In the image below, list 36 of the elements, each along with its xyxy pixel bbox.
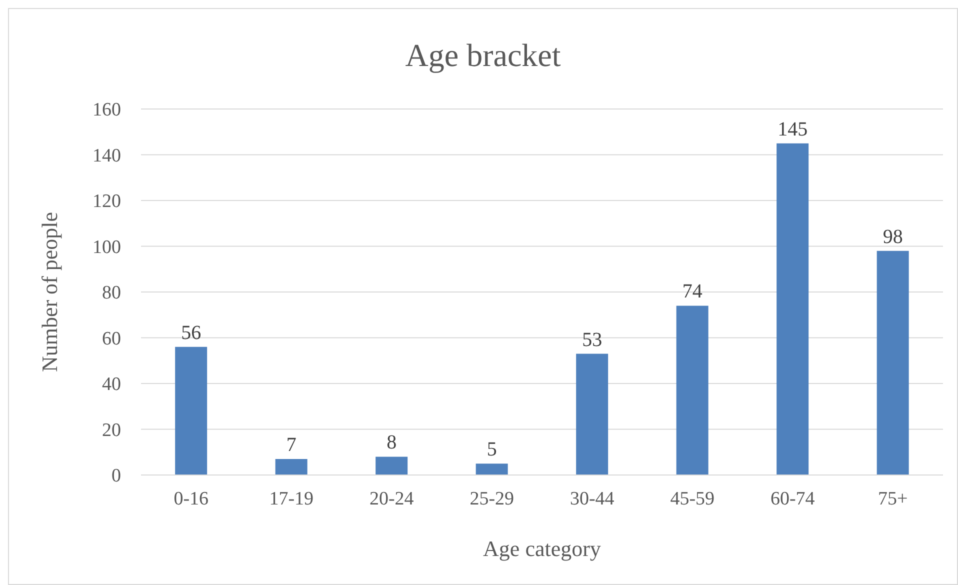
data-label: 8 — [386, 432, 397, 454]
x-tick-label: 17-19 — [269, 488, 314, 510]
bar — [776, 143, 809, 475]
data-label: 145 — [778, 118, 808, 140]
x-tick-label: 30-44 — [570, 488, 615, 510]
x-tick-label: 60-74 — [770, 488, 816, 510]
data-label: 7 — [286, 434, 296, 456]
data-label: 56 — [181, 322, 202, 344]
x-tick-label: 20-24 — [369, 488, 414, 510]
y-tick-label: 120 — [92, 191, 121, 212]
y-tick-label: 60 — [102, 328, 121, 350]
data-label: 98 — [882, 226, 903, 248]
y-axis-title: Number of people — [36, 212, 62, 372]
bar — [676, 306, 708, 475]
y-tick-label: 0 — [112, 466, 121, 487]
x-tick-label: 45-59 — [670, 488, 715, 510]
y-tick-label: 80 — [102, 282, 121, 304]
chart-title: Age bracket — [404, 37, 562, 74]
bar — [175, 346, 208, 475]
x-tick-label: 25-29 — [470, 488, 514, 510]
bar — [476, 464, 508, 475]
data-label: 53 — [582, 328, 602, 351]
data-label: 74 — [682, 280, 702, 303]
x-tick-label: 0-16 — [174, 488, 209, 510]
y-tick-label: 100 — [92, 236, 121, 258]
x-axis-title: Age category — [483, 536, 601, 561]
y-tick-label: 40 — [102, 374, 121, 396]
x-tick-label: 75+ — [878, 488, 908, 510]
bar — [576, 354, 608, 475]
y-tick-label: 140 — [92, 145, 121, 166]
y-tick-label: 160 — [92, 100, 121, 121]
bar — [275, 458, 308, 475]
data-label: 5 — [486, 438, 497, 461]
bar — [376, 456, 408, 475]
bar — [876, 250, 909, 475]
y-tick-label: 20 — [102, 420, 121, 441]
